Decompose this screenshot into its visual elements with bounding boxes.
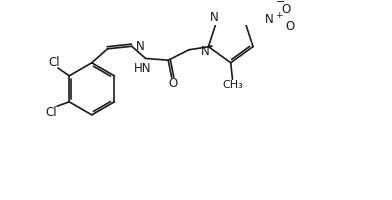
Text: O: O <box>169 77 178 90</box>
Text: −: − <box>276 0 286 7</box>
Text: N: N <box>136 40 145 53</box>
Text: N: N <box>265 13 273 26</box>
Text: HN: HN <box>134 62 152 75</box>
Text: Cl: Cl <box>49 56 60 69</box>
Text: O: O <box>285 20 294 33</box>
Text: N: N <box>201 44 209 57</box>
Text: CH₃: CH₃ <box>222 79 243 89</box>
Text: +: + <box>275 11 282 20</box>
Text: Cl: Cl <box>45 105 57 118</box>
Text: O: O <box>281 3 291 16</box>
Text: N: N <box>210 10 219 23</box>
